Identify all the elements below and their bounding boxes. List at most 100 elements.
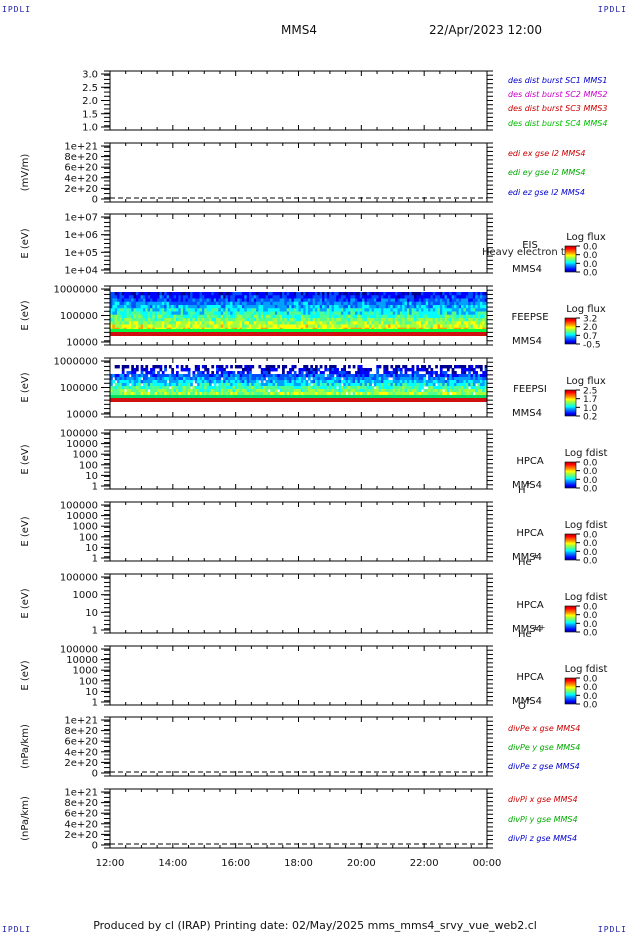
spectrogram-cell: [267, 301, 271, 306]
spectrogram-cell: [175, 305, 179, 309]
spectrogram-cell: [197, 311, 200, 316]
y-tick-label: 1: [92, 554, 98, 565]
spectrogram-cell: [166, 392, 170, 396]
spectrogram-cell: [451, 298, 455, 303]
spectrogram-cell: [154, 308, 158, 312]
spectrogram-cell: [364, 301, 368, 306]
spectrogram-cell: [359, 321, 363, 325]
spectrogram-cell: [253, 318, 257, 322]
spectrogram-cell: [175, 392, 179, 396]
spectrogram-cell: [197, 321, 200, 325]
spectrogram-cell: [371, 386, 375, 390]
spectrogram-cell: [289, 314, 292, 319]
spectrogram-cell: [204, 392, 208, 396]
spectrogram-cell: [322, 380, 325, 384]
spectrogram-cell: [147, 308, 151, 312]
spectrogram-cell: [378, 292, 382, 296]
spectrogram-cell: [277, 365, 281, 369]
spectrogram-cell: [251, 295, 255, 299]
spectrogram-cell: [350, 377, 354, 381]
spectrogram-cell: [388, 383, 391, 387]
spectrogram-cell: [402, 386, 405, 390]
spectrogram-cell: [286, 298, 290, 303]
spectrogram-cell: [324, 383, 328, 387]
spectrogram-cell: [211, 311, 215, 316]
spectrogram-cell: [117, 392, 120, 396]
spectrogram-cell: [326, 321, 330, 325]
spectrogram-cell: [477, 292, 481, 296]
spectrogram-cell: [409, 301, 412, 306]
spectrogram-cell: [164, 301, 167, 306]
spectrogram-cell: [423, 308, 427, 312]
spectrogram-cell: [449, 380, 453, 384]
spectrogram-cell: [362, 292, 365, 296]
spectrogram-cell: [230, 308, 233, 312]
spectrogram-cell: [150, 301, 153, 306]
spectrogram-cell: [180, 377, 184, 381]
spectrogram-cell: [239, 386, 243, 390]
spectrogram-cell: [110, 295, 113, 299]
spectrogram-cell: [220, 314, 224, 319]
spectrogram-cell: [446, 298, 450, 303]
spectrogram-cell: [211, 305, 215, 309]
spectrogram-cell: [362, 380, 365, 384]
spectrogram-cell: [241, 389, 245, 393]
spectrogram-cell: [190, 389, 193, 393]
spectrogram-cell: [399, 321, 403, 325]
spectrogram-cell: [183, 324, 186, 329]
spectrogram-cell: [296, 292, 299, 296]
spectrogram-cell: [119, 389, 123, 393]
spectrogram-cell: [458, 324, 462, 329]
spectrogram-cell: [121, 295, 125, 299]
spectrogram-cell: [291, 386, 295, 390]
spectrogram-cell: [180, 311, 184, 316]
spectrogram-cell: [343, 365, 347, 369]
spectrogram-cell: [406, 380, 410, 384]
spectrogram-cell: [216, 324, 219, 329]
spectrogram-cell: [204, 389, 208, 393]
spectrogram-cell: [230, 301, 233, 306]
spectrogram-cell: [390, 365, 394, 369]
spectrogram-cell: [272, 392, 276, 396]
spectrogram-cell: [366, 308, 370, 312]
spectrogram-cell: [404, 389, 408, 393]
y-axis-label: (mV/m): [20, 154, 31, 192]
spectrogram-cell: [477, 295, 481, 299]
spectrogram-cell: [310, 318, 314, 322]
spectrogram-cell: [336, 324, 339, 329]
spectrogram-cell: [303, 318, 306, 322]
spectrogram-cell: [145, 318, 149, 322]
colorbar-tick-label: 0.0: [583, 620, 598, 630]
spectrogram-cell: [286, 311, 290, 316]
spectrogram-cell: [225, 377, 229, 381]
spectrogram-cell: [256, 324, 259, 329]
spectrogram-cell: [390, 295, 394, 299]
spectrogram-cell: [201, 386, 205, 390]
spectrogram-cell: [211, 371, 215, 375]
spectrogram-cell: [416, 308, 420, 312]
spectrogram-cell: [220, 321, 224, 325]
spectrogram-cell: [322, 311, 325, 316]
spectrogram-cell: [399, 308, 403, 312]
spectrogram-cell: [216, 292, 219, 296]
spectrogram-cell: [413, 314, 417, 319]
spectrogram-cell: [190, 380, 193, 384]
spectrogram-cell: [343, 386, 347, 390]
colorbar-tick-label: 0.0: [583, 675, 598, 685]
legend-entry: divPe y gse MMS4: [508, 743, 580, 752]
spectrogram-cell: [326, 380, 330, 384]
spectrogram-cell: [211, 386, 215, 390]
spectrogram-cell: [369, 301, 372, 306]
spectrogram-cell: [369, 295, 372, 299]
spectrogram-cell: [272, 377, 276, 381]
spectrogram-cell: [142, 383, 146, 387]
spectrogram-cell: [465, 377, 469, 381]
spectrogram-cell: [178, 380, 182, 384]
spectrogram-cell: [241, 305, 245, 309]
spectrogram-cell: [314, 371, 318, 375]
spectrogram-cell: [298, 314, 302, 319]
spectrogram-cell: [428, 389, 431, 393]
spectrogram-cell: [159, 389, 163, 393]
spectrogram-cell: [475, 389, 478, 393]
spectrogram-cell: [117, 377, 120, 381]
